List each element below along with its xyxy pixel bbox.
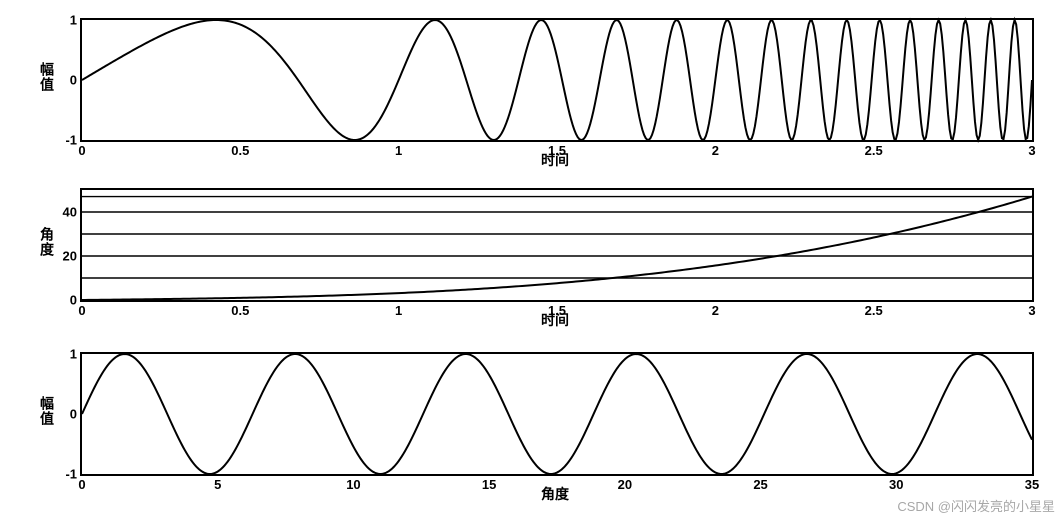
xtick-label: 2.5 [865,143,883,158]
xtick-label: 1 [395,143,402,158]
sine-curve [82,354,1032,474]
ytick-label: -1 [52,133,77,148]
xtick-label: 2 [712,303,719,318]
xtick-label: 0 [78,303,85,318]
xtick-label: 0.5 [231,143,249,158]
chirp-subplot: 幅值 -10100.511.522.53 时间 [80,18,1030,138]
xtick-label: 0.5 [231,303,249,318]
chirp-xlabel: 时间 [541,150,569,170]
chirp-curve [82,20,1032,140]
ytick-label: 20 [52,249,77,264]
ytick-label: 1 [52,347,77,362]
ytick-label: 1 [52,13,77,28]
xtick-label: 3 [1028,143,1035,158]
xtick-label: 20 [618,477,632,492]
xtick-label: 3 [1028,303,1035,318]
ytick-label: -1 [52,467,77,482]
sine-plot-area: -10105101520253035 [80,352,1034,476]
ytick-label: 0 [52,73,77,88]
angle-plot-area: 0204000.511.522.53 [80,188,1034,302]
xtick-label: 30 [889,477,903,492]
sine-subplot: 幅值 -10105101520253035 角度 [80,352,1030,472]
xtick-label: 0 [78,477,85,492]
angle-subplot: 角度 0204000.511.522.53 时间 [80,188,1030,298]
xtick-label: 5 [214,477,221,492]
ytick-label: 40 [52,205,77,220]
xtick-label: 1 [395,303,402,318]
xtick-label: 35 [1025,477,1039,492]
sine-xlabel: 角度 [541,484,569,504]
angle-xlabel: 时间 [541,310,569,330]
xtick-label: 2.5 [865,303,883,318]
angle-curve [82,190,1032,300]
ytick-label: 0 [52,293,77,308]
xtick-label: 25 [753,477,767,492]
watermark-text: CSDN @闪闪发亮的小星星 [897,496,1055,515]
chirp-plot-area: -10100.511.522.53 [80,18,1034,142]
xtick-label: 15 [482,477,496,492]
ytick-label: 0 [52,407,77,422]
xtick-label: 10 [346,477,360,492]
xtick-label: 0 [78,143,85,158]
xtick-label: 2 [712,143,719,158]
